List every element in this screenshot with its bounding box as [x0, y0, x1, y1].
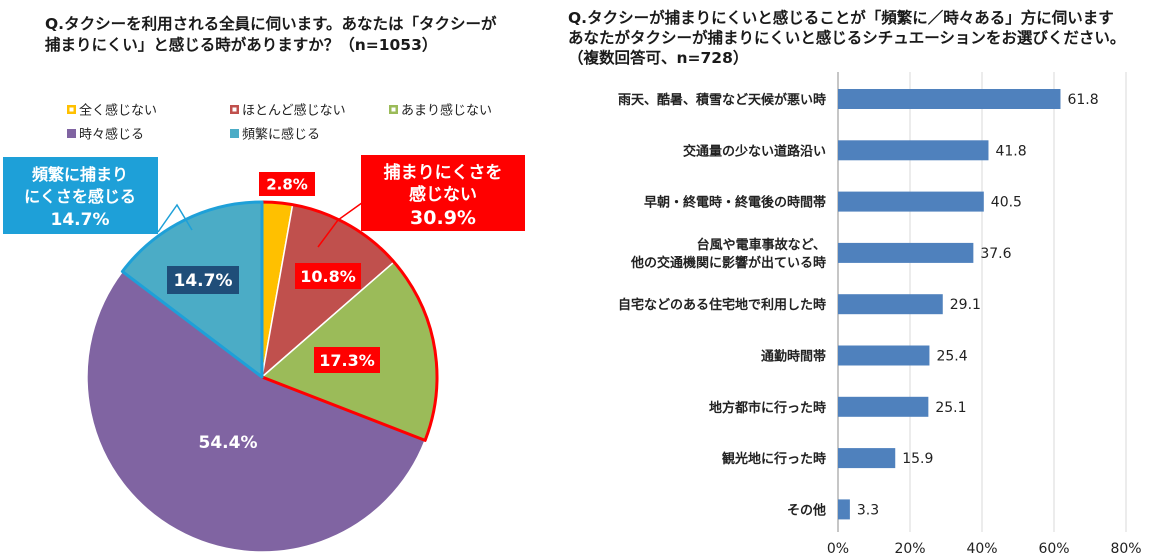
bar-8: [838, 448, 896, 469]
not-caught-callout-line-1: 捕まりにくさを: [384, 162, 503, 183]
bar-title-line-3: （複数回答可、n=728）: [568, 49, 749, 67]
frequent-callout-line-2: にくさを感じる: [24, 187, 136, 206]
category-label-1-1: 雨天、酷暑、積雪など天候が悪い時: [618, 92, 826, 108]
x-tick-label-60: 60%: [1038, 541, 1069, 557]
bar-1: [838, 89, 1061, 109]
x-tick-label-0: 0%: [827, 541, 849, 557]
bar-value-label-3: 40.5: [991, 195, 1022, 211]
pie-value-label-5: 14.7%: [174, 271, 233, 291]
not-caught-callout-box: [361, 155, 525, 231]
pie-chart-title: Q.タクシーを利用される全員に伺います。あなたは「タクシーが 捕まりにくい」と感…: [45, 14, 565, 56]
pie-label-box-1: [259, 172, 315, 196]
bar-title-line-1: Q.タクシーが捕まりにくいと感じることが「頻繁に／時々ある」方に伺います: [568, 9, 1114, 27]
bar-value-label-6: 25.4: [936, 349, 967, 365]
pie-label-box-3: [314, 347, 380, 373]
x-tick-label-20: 20%: [894, 541, 925, 557]
frequent-callout-value: 14.7%: [51, 210, 110, 230]
pie-title-line-1: Q.タクシーを利用される全員に伺います。あなたは「タクシーが: [45, 15, 497, 33]
category-label-4-1: 台風や電車事故など、: [697, 237, 826, 253]
category-label-6-1: 通勤時間帯: [761, 349, 826, 365]
bar-value-label-2: 41.8: [995, 143, 1026, 159]
not-caught-callout-line-2: 感じない: [409, 184, 477, 205]
bar-value-label-1: 61.8: [1067, 92, 1098, 108]
bar-2: [838, 140, 989, 161]
bar-7: [838, 396, 929, 417]
legend-label-4: 時々感じる: [79, 127, 144, 143]
frequent-callout-box: [3, 157, 158, 234]
pie-value-label-2: 10.8%: [300, 267, 356, 286]
frequent-leader-line: [157, 203, 193, 233]
legend-swatch-mark-1: [69, 107, 74, 112]
frequent-slice-outline: [120, 200, 264, 379]
not-caught-group-outline: [260, 200, 439, 442]
bar-4: [838, 242, 974, 263]
x-tick-label-80: 80%: [1110, 541, 1141, 557]
bar-value-label-5: 29.1: [950, 297, 981, 313]
legend-label-3: あまり感じない: [401, 103, 492, 119]
frequent-callout-line-1: 頻繁に捕まり: [32, 165, 128, 184]
pie-title-line-2: 捕まりにくい」と感じる時がありますか？（n=1053）: [45, 36, 438, 54]
legend-label-2: ほとんど感じない: [242, 103, 346, 119]
bar-chart-title: Q.タクシーが捕まりにくいと感じることが「頻繁に／時々ある」方に伺います あなた…: [568, 8, 1148, 68]
legend-swatch-mark-3: [391, 107, 396, 112]
x-tick-label-40: 40%: [966, 541, 997, 557]
pie-value-label-1: 2.8%: [266, 175, 308, 193]
bar-9: [838, 499, 850, 520]
pie-value-label-4: 54.4%: [199, 433, 258, 453]
bar-3: [838, 191, 984, 212]
legend-swatch-5: [230, 129, 239, 138]
pie-value-label-3: 17.3%: [319, 351, 375, 370]
legend-swatch-4: [67, 129, 76, 138]
pie-slice-4: [86, 270, 427, 553]
category-label-5-1: 自宅などのある住宅地で利用した時: [618, 297, 826, 313]
category-label-7-1: 地方都市に行った時: [709, 400, 826, 416]
bar-5: [838, 294, 943, 315]
category-label-3-1: 早朝・終電時・終電後の時間帯: [644, 195, 826, 211]
legend-label-1: 全く感じない: [79, 103, 157, 119]
category-label-9-1: その他: [787, 502, 826, 518]
legend-swatch-mark-2: [232, 107, 237, 112]
bar-value-label-8: 15.9: [902, 451, 933, 467]
category-label-8-1: 観光地に行った時: [721, 451, 826, 467]
bar-value-label-7: 25.1: [935, 400, 966, 416]
bar-title-line-2: あなたがタクシーが捕まりにくいと感じるシチュエーションをお選びください。: [568, 29, 1126, 47]
not-caught-leader-line: [317, 199, 367, 248]
pie-label-box-2: [295, 263, 361, 289]
bar-value-label-4: 37.6: [980, 246, 1011, 262]
bar-value-label-9: 3.3: [857, 502, 879, 518]
pie-label-box-5: [167, 266, 239, 294]
category-label-2-1: 交通量の少ない道路沿い: [683, 143, 826, 159]
not-caught-callout-value: 30.9%: [410, 207, 476, 229]
category-label-4-2: 他の交通機関に影響が出ている時: [630, 255, 826, 271]
legend-label-5: 頻繁に感じる: [242, 127, 320, 143]
bar-6: [838, 345, 930, 366]
